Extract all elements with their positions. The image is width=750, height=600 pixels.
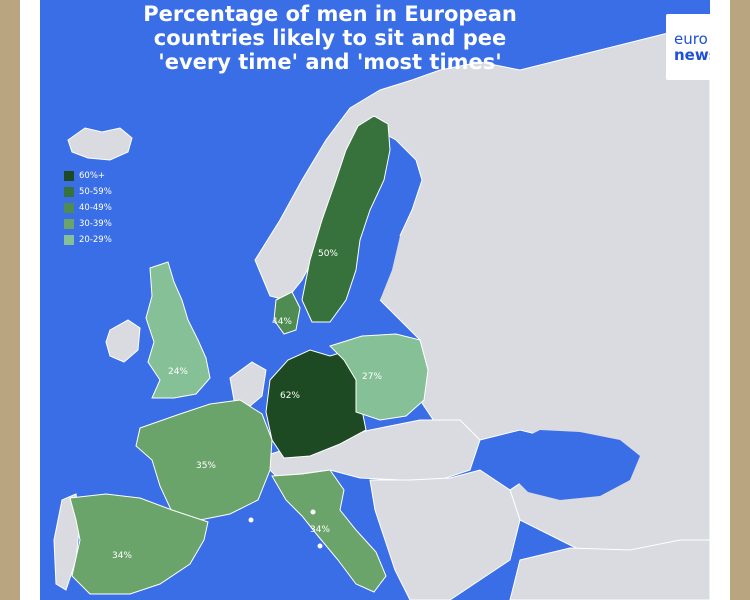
data-countries	[69, 115, 429, 595]
country-sweden[interactable]	[301, 115, 391, 323]
anatolia	[509, 539, 710, 600]
country-denmark[interactable]	[273, 291, 301, 335]
legend-label: 20-29%	[79, 235, 112, 245]
label-denmark: 44%	[272, 317, 292, 327]
legend-item: 20-29%	[64, 232, 112, 248]
country-france[interactable]	[135, 399, 273, 521]
country-italy[interactable]	[271, 469, 387, 593]
legend-label: 60%+	[79, 171, 106, 181]
europe-map: 62% 50% 44% 35% 34% 34% 27% 24%	[40, 0, 710, 600]
value-labels: 62% 50% 44% 35% 34% 34% 27% 24%	[112, 249, 382, 561]
title-line: Percentage of men in European	[143, 2, 517, 26]
label-poland: 27%	[362, 372, 382, 382]
label-united-kingdom: 24%	[168, 367, 188, 377]
label-sweden: 50%	[318, 249, 338, 259]
balkans	[369, 469, 521, 600]
country-poland[interactable]	[329, 333, 429, 421]
benelux	[229, 361, 267, 407]
label-france: 35%	[196, 461, 216, 471]
legend-swatch	[64, 203, 74, 213]
euronews-logo: euro news.	[666, 14, 710, 80]
legend-item: 60%+	[64, 168, 112, 184]
legend-item: 30-39%	[64, 216, 112, 232]
city-dot	[317, 543, 323, 549]
legend-swatch	[64, 219, 74, 229]
iceland	[67, 127, 133, 161]
map-title: Percentage of men in European countries …	[110, 2, 550, 74]
label-italy: 34%	[310, 525, 330, 535]
label-germany: 62%	[280, 391, 300, 401]
legend-swatch	[64, 235, 74, 245]
legend-swatch	[64, 187, 74, 197]
legend: 60%+ 50-59% 40-49% 30-39% 20-29%	[64, 168, 112, 248]
city-dot	[248, 517, 254, 523]
ireland	[105, 319, 141, 363]
legend-label: 50-59%	[79, 187, 112, 197]
legend-swatch	[64, 171, 74, 181]
country-spain[interactable]	[69, 493, 209, 595]
title-line: countries likely to sit and pee	[153, 26, 507, 50]
city-dot	[310, 509, 316, 515]
legend-item: 40-49%	[64, 200, 112, 216]
map-panel: 62% 50% 44% 35% 34% 34% 27% 24% Percenta…	[40, 0, 710, 600]
logo-line-1: euro	[674, 30, 708, 48]
legend-label: 30-39%	[79, 219, 112, 229]
legend-label: 40-49%	[79, 203, 112, 213]
legend-item: 50-59%	[64, 184, 112, 200]
country-germany[interactable]	[265, 349, 367, 459]
city-dots	[248, 509, 323, 549]
logo-line-2: news.	[674, 46, 710, 64]
black-sea	[508, 430, 640, 500]
title-line: 'every time' and 'most times'	[158, 50, 502, 74]
country-united-kingdom[interactable]	[145, 261, 211, 399]
baltic-sea	[350, 222, 400, 310]
label-spain: 34%	[112, 551, 132, 561]
